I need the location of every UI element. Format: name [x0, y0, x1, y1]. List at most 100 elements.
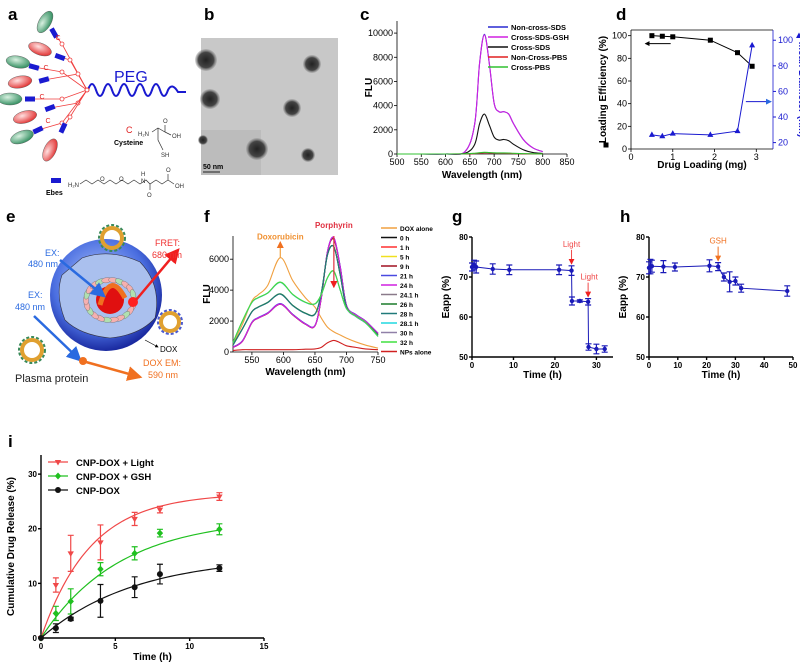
y-tick-label: 60	[636, 313, 645, 322]
data-point	[38, 635, 44, 641]
scale-bar-label: 50 nm	[203, 164, 223, 171]
data-point	[556, 267, 562, 272]
panel-label-d: d	[616, 5, 626, 24]
data-point	[661, 264, 666, 269]
y2-tick-label: 60	[778, 86, 788, 96]
y-tick-label: 60	[617, 76, 627, 86]
data-point	[670, 34, 676, 40]
hydrophobic-block	[0, 92, 23, 106]
data-point	[721, 274, 727, 280]
legend-label: 32 h	[400, 340, 413, 347]
panel-label-b: b	[204, 5, 214, 24]
cys-atom: H₂N	[138, 132, 149, 138]
data-point	[603, 142, 609, 148]
cysteine-symbol: C	[45, 118, 50, 125]
y-axis-title: FLU	[202, 284, 213, 303]
fit-curve	[40, 529, 220, 639]
chart-g: 0 10 20 30 50 60 70 80 Time (h) Eapp (%) Light Ligh…	[441, 233, 613, 381]
panel-label-a: a	[8, 5, 18, 24]
y-tick-label: 4000	[373, 101, 393, 111]
y2-axis-title: Mean Diameter (nm)	[796, 42, 800, 138]
x-tick-label: 1	[670, 152, 675, 162]
panel-label-e: e	[6, 207, 15, 226]
y-axis-title: Cumulative Drug Release (%)	[6, 477, 17, 616]
series-line	[232, 270, 379, 343]
branch-node	[59, 69, 65, 75]
series-21-h	[232, 236, 379, 348]
x-tick-label: 650	[462, 157, 477, 167]
chart-h: 0 10 20 30 40 50 50 60 70 80 Time (h) Eapp (%) GSH	[618, 233, 798, 381]
y-tick-label: 30	[28, 470, 37, 479]
cys-atom: O	[163, 119, 168, 125]
excitation-arrow	[33, 315, 82, 362]
dox-em-label: DOX EM:	[143, 358, 181, 368]
x-tick-label: 600	[438, 157, 453, 167]
x-tick-label: 30	[592, 361, 601, 370]
fret-arc	[97, 283, 128, 306]
branch-node	[59, 96, 65, 102]
data-point	[52, 625, 59, 632]
ebes-unit	[49, 27, 59, 39]
ebes-unit	[38, 76, 50, 84]
y-tick-label: 50	[636, 353, 645, 362]
ebes-atom: H₂N	[68, 183, 79, 189]
x-tick-label: 700	[339, 355, 354, 365]
hydrophobic-block	[36, 10, 54, 34]
ebes-atom: O	[119, 177, 124, 183]
x-tick-label: 20	[702, 361, 711, 370]
legend-label: 5 h	[400, 255, 409, 262]
y-axis-title: Loading Efficiency (%)	[598, 36, 609, 143]
series-0-h	[232, 237, 379, 348]
y-tick-label: 20	[617, 121, 627, 131]
fit-curve	[40, 496, 220, 639]
data-point	[131, 549, 138, 557]
y-tick-label: 80	[459, 233, 468, 242]
data-point	[734, 127, 741, 134]
data-point	[52, 583, 60, 589]
dox-em-wavelength: 590 nm	[148, 370, 178, 380]
y-tick-label: 6000	[373, 76, 393, 86]
y-tick-label: 100	[612, 31, 627, 41]
ebes-unit	[32, 125, 44, 135]
series-line	[232, 270, 379, 343]
x-tick-label: 50	[789, 361, 798, 370]
ebes-label: Ebes	[46, 190, 63, 197]
legend-label: NPs alone	[400, 350, 432, 357]
x-axis-title: Time (h)	[702, 370, 741, 381]
x-axis-title: Wavelength (nm)	[265, 367, 345, 378]
y-tick-label: 0	[388, 149, 393, 159]
series-24-1-h	[232, 244, 379, 346]
data-point	[97, 597, 104, 604]
chart-c: 500 550 600 650 700 750 800 850 0 2000 4000 6000 800…	[364, 21, 575, 181]
y-tick-label: 70	[459, 273, 468, 282]
series-loading-efficiency	[649, 33, 755, 69]
ebes-structure	[79, 174, 175, 190]
dox-molecule	[79, 357, 87, 365]
series-28-h	[232, 245, 379, 346]
ebes-unit	[54, 52, 66, 62]
y-tick-label: 6000	[209, 254, 229, 264]
series-line	[232, 270, 379, 343]
data-point	[569, 298, 575, 304]
series-1-h	[232, 237, 379, 348]
data-point	[727, 279, 732, 284]
x-axis-title: Drug Loading (mg)	[657, 160, 746, 171]
branch-linker	[43, 73, 88, 91]
legend-label: CNP-DOX + Light	[76, 458, 155, 469]
x-axis-title: Time (h)	[523, 370, 562, 381]
fret-wavelength: 680 nm	[152, 250, 182, 260]
y-tick-label: 50	[459, 353, 468, 362]
y-tick-label: 60	[459, 313, 468, 322]
chart-d: 0 1 2 3 0 20 40 60 80 100 20 40 60 80 100 Drug Loading …	[598, 29, 800, 171]
hydrophobic-block	[42, 138, 58, 162]
x-tick-label: 0	[39, 642, 44, 651]
data-point	[490, 266, 495, 272]
cysteine-structure	[151, 125, 172, 151]
hydrophobic-block	[10, 129, 34, 145]
protein-icon	[98, 224, 126, 252]
data-point	[735, 50, 740, 56]
excitation-arrow	[59, 259, 106, 298]
series-mean-diameter	[648, 41, 756, 139]
data-point	[738, 286, 744, 291]
